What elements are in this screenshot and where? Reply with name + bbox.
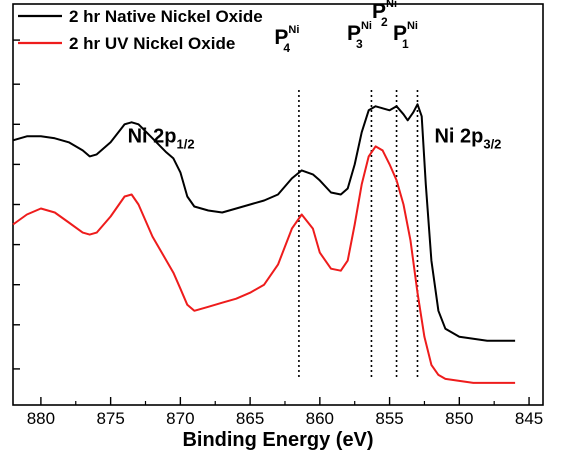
x-tick-label: 865 [236,409,264,428]
x-ticks: 880 875 870 865 860 855 850 845 [27,397,543,428]
peak-label: PNi 4 [274,24,299,55]
x-tick-label: 860 [306,409,334,428]
x-tick-label: 875 [96,409,124,428]
peak-label: PNi 2 [372,0,397,29]
y-ticks [13,39,20,370]
legend-label-2: 2 hr UV Nickel Oxide [69,34,235,53]
series-line-2 [12,145,516,384]
legend: 2 hr Native Nickel Oxide 2 hr UV Nickel O… [18,7,263,53]
x-tick-label: 850 [445,409,473,428]
plot-frame [12,3,544,406]
x-tick-label: 880 [27,409,55,428]
peak-label: PNi 1 [393,20,418,51]
x-tick-label: 845 [515,409,543,428]
orbital-label: Ni 2p1/2 [128,125,195,151]
x-tick-label: 855 [375,409,403,428]
x-tick-label: 870 [166,409,194,428]
peak-markers [298,90,419,380]
series-lines [12,103,516,384]
orbital-label: Ni 2p3/2 [434,125,501,151]
legend-label-1: 2 hr Native Nickel Oxide [69,7,263,26]
x-axis-label: Binding Energy (eV) [182,429,373,451]
series-line-1 [12,103,516,342]
peak-label: PNi 3 [347,20,372,51]
